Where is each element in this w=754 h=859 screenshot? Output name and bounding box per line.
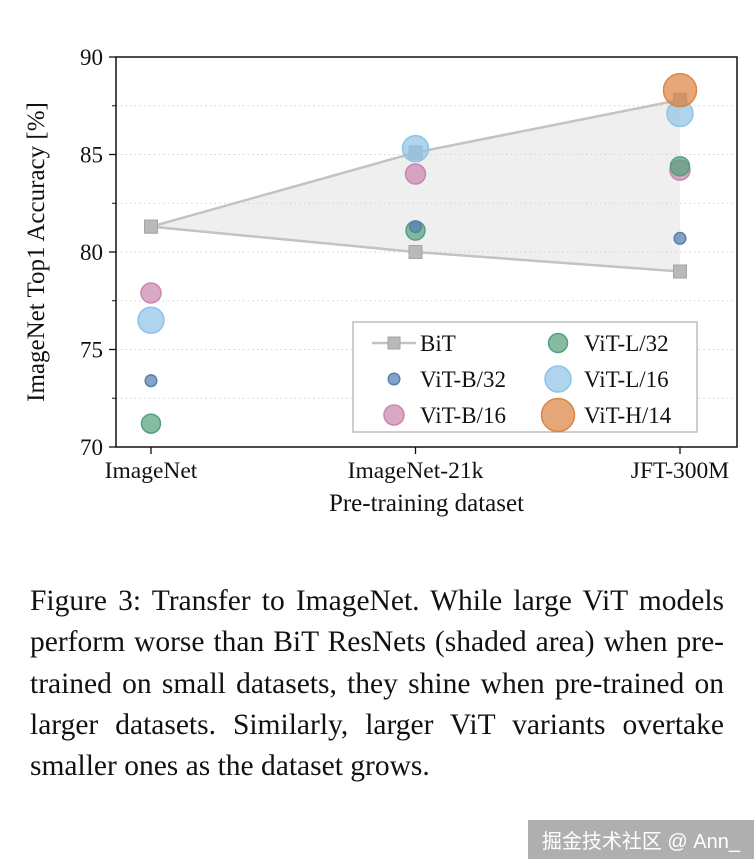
point-vit-l-16 — [401, 134, 430, 163]
x-tick-label: ImageNet — [105, 458, 198, 484]
legend: BiT ViT-B/32 ViT-B/16 ViT-L/32 ViT-L/16 ViT-H… — [352, 321, 698, 433]
legend-label: ViT-B/16 — [420, 403, 506, 428]
point-vit-l-32 — [140, 413, 162, 434]
point-vit-b-16 — [140, 282, 162, 304]
legend-marker — [540, 397, 576, 433]
legend-bit-marker — [387, 336, 401, 350]
figure-caption: Figure 3: Transfer to ImageNet. While la… — [30, 585, 724, 783]
y-tick-label: 90 — [80, 45, 103, 70]
legend-box — [352, 321, 698, 433]
x-tick-label: ImageNet-21k — [348, 458, 484, 484]
y-tick-label: 70 — [80, 435, 103, 460]
figure-3-chart-area: 70 75 80 85 90 ImageNet ImageNet-21k JFT-300M Pr… — [23, 45, 738, 517]
legend-marker — [387, 372, 401, 386]
point-vit-b-16 — [404, 163, 427, 185]
point-vit-l-32 — [669, 155, 691, 177]
y-tick-label: 80 — [80, 240, 103, 265]
y-tick-label: 85 — [80, 143, 103, 168]
point-vit-h-14 — [662, 72, 698, 108]
watermark: 掘金技术社区 @ Ann_ — [527, 820, 754, 859]
legend-marker — [547, 332, 569, 354]
legend-marker — [544, 365, 572, 393]
x-tick-label: JFT-300M — [631, 458, 729, 484]
point-vit-l-16 — [137, 306, 165, 334]
legend-label: ViT-H/14 — [584, 403, 672, 428]
point-vit-b-32 — [408, 220, 423, 234]
legend-label: BiT — [420, 331, 456, 356]
point-vit-b-32 — [673, 231, 687, 245]
legend-label: ViT-L/16 — [584, 367, 669, 392]
x-axis-label: Pre-training dataset — [329, 490, 524, 517]
transfer-chart: 70 75 80 85 90 ImageNet ImageNet-21k JFT-300M Pr… — [23, 45, 738, 517]
legend-marker — [383, 404, 405, 426]
bit-marker — [408, 245, 423, 259]
y-tick-label: 75 — [80, 338, 103, 363]
bit-marker — [673, 264, 687, 279]
y-axis-label: ImageNet Top1 Accuracy [%] — [23, 102, 50, 402]
legend-label: ViT-B/32 — [420, 367, 506, 392]
bit-marker — [144, 219, 158, 234]
bit-band — [151, 99, 680, 272]
point-vit-b-32 — [144, 374, 158, 388]
legend-label: ViT-L/32 — [584, 331, 669, 356]
